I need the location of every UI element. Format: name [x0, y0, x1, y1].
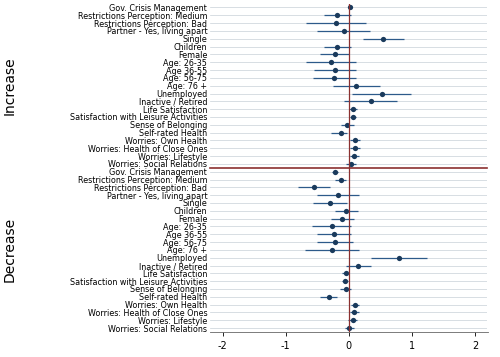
Text: Decrease: Decrease: [3, 217, 17, 282]
Text: Increase: Increase: [3, 56, 17, 115]
